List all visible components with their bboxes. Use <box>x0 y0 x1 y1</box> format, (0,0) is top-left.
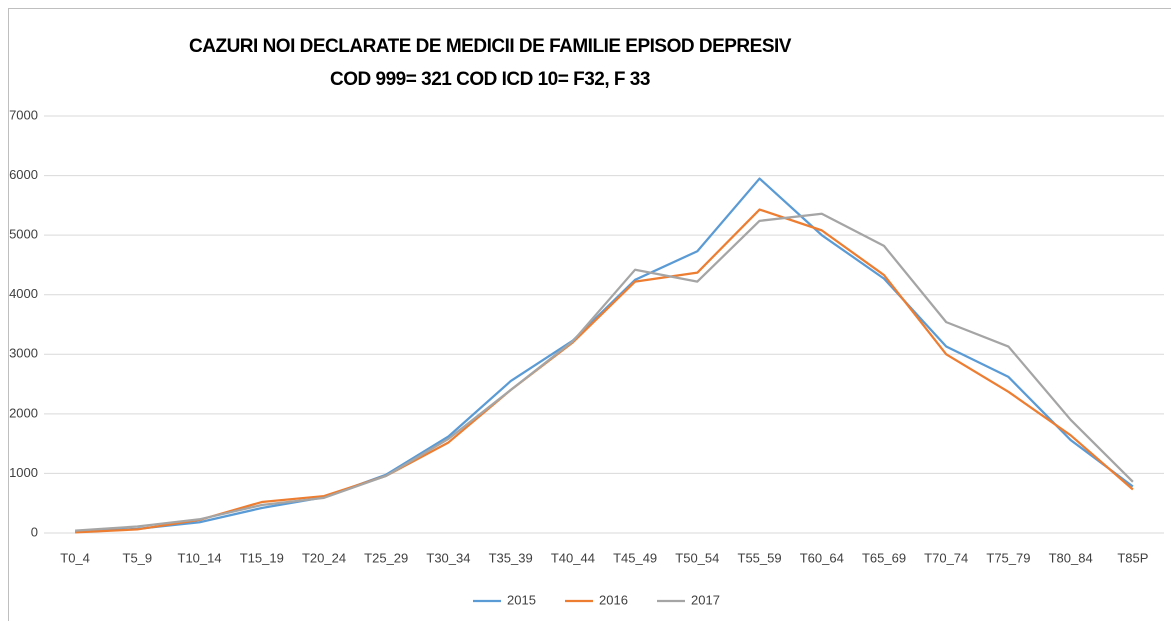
x-tick-label: T50_54 <box>675 550 719 565</box>
x-tick-label: T70_74 <box>924 550 968 565</box>
x-tick-label: T25_29 <box>364 550 408 565</box>
chart-title: CAZURI NOI DECLARATE DE MEDICII DE FAMIL… <box>189 36 792 57</box>
y-tick-label: 7000 <box>9 107 38 122</box>
x-tick-label: T45_49 <box>613 550 657 565</box>
y-tick-label: 4000 <box>9 286 38 301</box>
y-tick-label: 1000 <box>9 465 38 480</box>
legend-label: 2017 <box>691 592 720 607</box>
x-tick-label: T30_34 <box>426 550 470 565</box>
x-tick-label: T20_24 <box>302 550 346 565</box>
x-tick-label: T80_84 <box>1049 550 1093 565</box>
x-tick-label: T65_69 <box>862 550 906 565</box>
x-tick-label: T15_19 <box>240 550 284 565</box>
y-tick-label: 0 <box>31 524 38 539</box>
x-tick-label: T35_39 <box>489 550 533 565</box>
legend-label: 2015 <box>507 592 536 607</box>
chart-border <box>8 8 1171 621</box>
y-tick-label: 3000 <box>9 346 38 361</box>
chart-subtitle: COD 999= 321 COD ICD 10= F32, F 33 <box>330 69 650 90</box>
x-tick-label: T0_4 <box>60 550 90 565</box>
y-tick-label: 5000 <box>9 227 38 242</box>
x-tick-label: T40_44 <box>551 550 595 565</box>
y-tick-label: 6000 <box>9 167 38 182</box>
x-tick-label: T60_64 <box>800 550 844 565</box>
legend-label: 2016 <box>599 592 628 607</box>
series-line <box>75 212 1134 532</box>
series-line <box>75 208 1134 534</box>
series-line <box>75 177 1134 533</box>
x-tick-label: T5_9 <box>123 550 153 565</box>
x-tick-label: T75_79 <box>986 550 1030 565</box>
x-tick-label: T10_14 <box>178 550 222 565</box>
x-tick-label: T85P <box>1117 550 1148 565</box>
y-tick-label: 2000 <box>9 405 38 420</box>
x-tick-label: T55_59 <box>738 550 782 565</box>
